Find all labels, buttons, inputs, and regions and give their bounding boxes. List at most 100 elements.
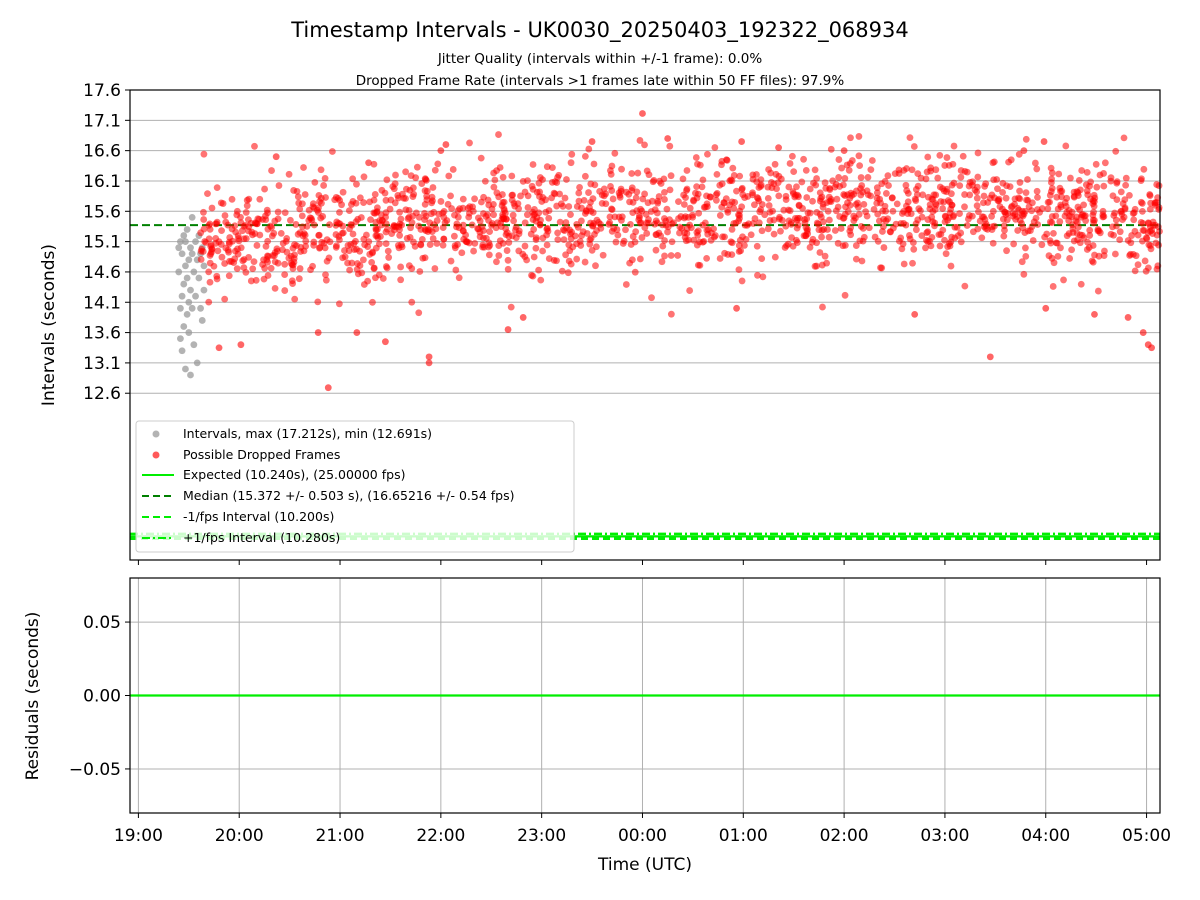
chart-title: Timestamp Intervals - UK0030_20250403_19… xyxy=(290,18,909,43)
interval-point xyxy=(182,365,189,373)
dropped-frame-point xyxy=(328,148,336,155)
dropped-frame-point xyxy=(402,206,410,214)
dropped-frame-point xyxy=(482,212,490,220)
dropped-frame-point xyxy=(274,215,282,223)
dropped-frame-point xyxy=(903,165,910,172)
dropped-frame-point xyxy=(728,239,736,247)
dropped-frame-point xyxy=(918,232,926,240)
dropped-frame-point xyxy=(391,199,399,207)
dropped-frame-point xyxy=(580,196,588,204)
dropped-frame-point xyxy=(1091,310,1098,318)
dropped-frame-point xyxy=(818,193,826,201)
dropped-frame-point xyxy=(860,200,868,208)
top-y-tick-label: 14.1 xyxy=(83,293,121,313)
dropped-frame-point xyxy=(1015,150,1023,158)
dropped-frame-point xyxy=(912,186,920,193)
dropped-frame-point xyxy=(727,176,735,184)
interval-point xyxy=(175,244,183,252)
dropped-frame-point xyxy=(1134,261,1142,269)
dropped-frame-point xyxy=(425,353,433,361)
dropped-frame-point xyxy=(495,252,503,259)
dropped-frame-point xyxy=(311,178,319,186)
dropped-frame-point xyxy=(1154,223,1162,231)
dropped-frame-point xyxy=(877,199,884,207)
dropped-frame-point xyxy=(592,262,599,270)
dropped-frame-point xyxy=(383,264,391,272)
bottom-y-axis-label: Residuals (seconds) xyxy=(23,612,43,781)
dropped-frame-point xyxy=(396,208,404,216)
dropped-frame-point xyxy=(766,208,774,216)
dropped-frame-point xyxy=(427,210,435,218)
dropped-frame-point xyxy=(1083,187,1091,195)
dropped-frame-point xyxy=(455,274,463,282)
dropped-frame-point xyxy=(675,198,682,206)
dropped-frame-point xyxy=(944,216,952,224)
dropped-frame-point xyxy=(1058,187,1066,195)
dropped-frame-point xyxy=(825,233,833,241)
dropped-frame-point xyxy=(510,217,517,225)
dropped-frame-point xyxy=(1155,182,1163,190)
dropped-frame-point xyxy=(957,167,965,174)
top-y-tick-label: 14.6 xyxy=(83,263,121,283)
dropped-frame-point xyxy=(408,219,416,227)
dropped-frame-point xyxy=(407,172,415,180)
dropped-frame-point xyxy=(1008,202,1016,210)
dropped-frame-point xyxy=(661,188,668,196)
dropped-frame-point xyxy=(917,207,924,215)
dropped-frame-point xyxy=(628,170,636,177)
dropped-frame-point xyxy=(1100,182,1108,190)
dropped-frame-point xyxy=(372,274,379,282)
dropped-frame-point xyxy=(336,208,343,216)
interval-point xyxy=(195,274,203,282)
dropped-frame-point xyxy=(934,174,942,182)
dropped-frame-point xyxy=(978,213,986,221)
dropped-frame-point xyxy=(761,211,769,219)
dropped-frame-point xyxy=(386,205,394,213)
dropped-frame-point xyxy=(661,237,668,244)
dropped-frame-point xyxy=(855,133,863,140)
dropped-frame-point xyxy=(675,215,682,222)
dropped-frame-point xyxy=(753,242,761,250)
dropped-frame-point xyxy=(315,231,323,239)
dropped-frame-point xyxy=(395,194,402,202)
dropped-frame-point xyxy=(895,237,903,245)
dropped-frame-point xyxy=(303,222,311,230)
dropped-frame-point xyxy=(744,193,752,200)
dropped-frame-point xyxy=(356,194,364,202)
dropped-frame-point xyxy=(339,229,347,237)
dropped-frame-point xyxy=(832,207,840,215)
dropped-frame-point xyxy=(989,239,997,247)
dropped-frame-point xyxy=(703,192,710,200)
dropped-frame-point xyxy=(437,147,445,155)
dropped-frame-point xyxy=(798,178,806,186)
top-y-tick-label: 15.6 xyxy=(83,202,121,222)
dropped-frame-point xyxy=(324,384,332,392)
dropped-frame-point xyxy=(939,205,947,212)
dropped-frame-point xyxy=(281,271,289,279)
dropped-frame-point xyxy=(1038,241,1046,249)
dropped-frame-point xyxy=(1015,206,1023,214)
dropped-frame-point xyxy=(664,228,671,236)
dropped-frame-point xyxy=(695,209,703,217)
dropped-frame-point xyxy=(322,194,329,201)
dropped-frame-point xyxy=(799,204,806,212)
dropped-frame-point xyxy=(670,219,677,227)
dropped-frame-point xyxy=(1032,214,1040,222)
dropped-frame-point xyxy=(1010,240,1018,248)
dropped-frame-point xyxy=(1141,257,1149,265)
dropped-frame-point xyxy=(693,229,701,236)
dropped-frame-point xyxy=(1024,176,1031,183)
dropped-frame-point xyxy=(253,242,261,249)
dropped-frame-point xyxy=(382,196,390,204)
dropped-frame-point xyxy=(502,231,510,238)
dropped-frame-point xyxy=(1129,209,1137,217)
interval-point xyxy=(193,359,201,367)
dropped-frame-point xyxy=(515,247,523,255)
interval-point xyxy=(185,298,193,306)
dropped-frame-point xyxy=(643,230,651,237)
dropped-frame-point xyxy=(648,294,655,302)
dropped-frame-point xyxy=(806,209,814,217)
dropped-frame-point xyxy=(260,275,268,283)
dropped-frame-point xyxy=(1146,223,1154,231)
dropped-frame-point xyxy=(612,238,620,246)
